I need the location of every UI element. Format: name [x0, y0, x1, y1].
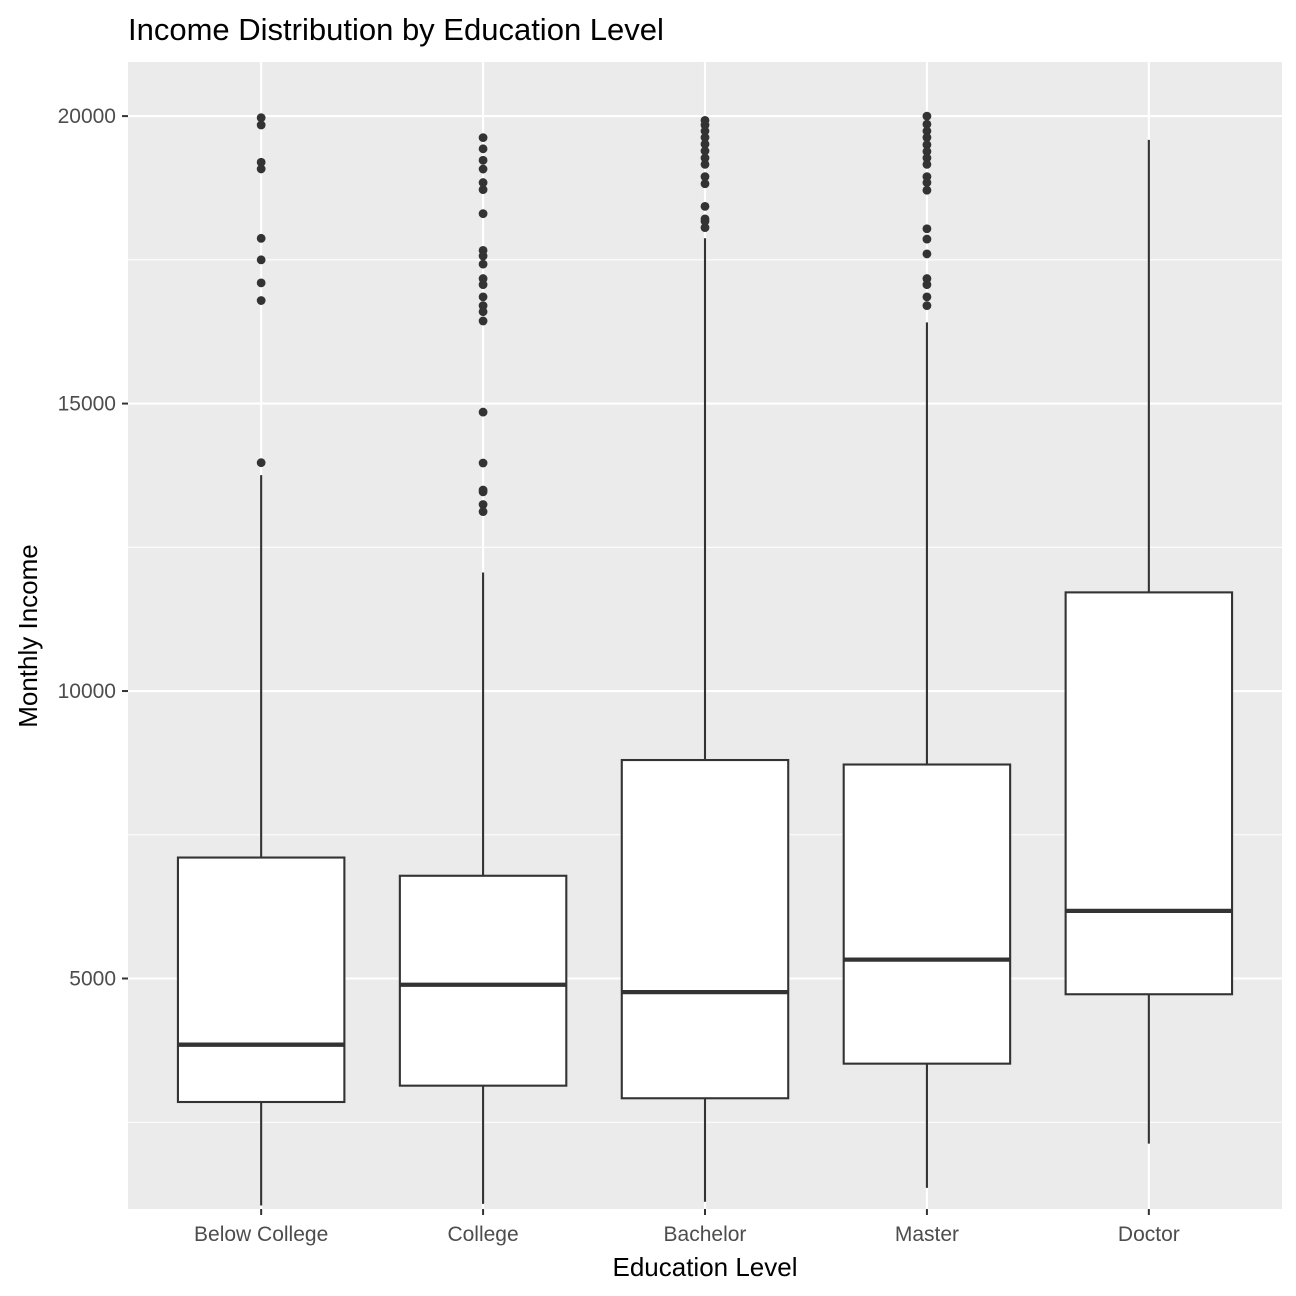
outlier-point: [256, 278, 266, 288]
x-tick-label: Bachelor: [664, 1223, 747, 1246]
outlier-point: [478, 500, 488, 509]
y-tick-label: 15000: [58, 393, 116, 416]
x-axis-title: Education Level: [612, 1252, 797, 1282]
outlier-point: [478, 274, 488, 283]
outlier-point: [256, 164, 266, 174]
outlier-point: [922, 147, 932, 156]
outlier-point: [700, 139, 710, 149]
outlier-point: [922, 185, 932, 195]
outlier-point: [922, 280, 932, 290]
outlier-point: [478, 259, 488, 269]
outlier-point: [922, 292, 932, 302]
outlier-point: [256, 255, 266, 265]
outlier-point: [478, 164, 488, 174]
outlier-point: [700, 223, 710, 232]
boxplot-bachelor: [620, 115, 790, 1202]
outlier-point: [478, 280, 488, 290]
x-tick-label: Doctor: [1118, 1223, 1180, 1246]
outlier-point: [922, 249, 932, 259]
iqr-box: [176, 856, 346, 1104]
outlier-point: [700, 120, 710, 130]
outlier-point: [478, 507, 488, 517]
outlier-point: [256, 458, 266, 468]
outlier-point: [922, 234, 932, 244]
boxplot-master: [842, 111, 1012, 1188]
iqr-box: [1064, 591, 1234, 996]
outlier-point: [478, 144, 488, 154]
outlier-point: [478, 407, 488, 417]
outlier-point: [922, 119, 932, 129]
outlier-point: [922, 159, 932, 169]
outlier-point: [922, 153, 932, 163]
outlier-point: [478, 209, 488, 219]
x-tick-label: College: [447, 1223, 518, 1246]
outlier-point: [700, 133, 710, 142]
y-tick-label: 5000: [69, 968, 116, 991]
outlier-point: [478, 487, 488, 497]
outlier-point: [478, 185, 488, 194]
iqr-box: [620, 758, 790, 1100]
outlier-point: [256, 296, 266, 305]
outlier-point: [256, 120, 266, 130]
outlier-point: [922, 224, 932, 234]
outlier-point: [700, 216, 710, 226]
outlier-point: [478, 307, 488, 317]
outlier-point: [700, 172, 710, 182]
outlier-point: [478, 178, 488, 187]
outlier-point: [700, 201, 710, 211]
boxplot-below-college: [176, 113, 346, 1206]
chart-title: Income Distribution by Education Level: [128, 12, 664, 47]
outlier-point: [478, 292, 488, 302]
outlier-point: [478, 458, 488, 468]
outlier-point: [478, 133, 488, 143]
outlier-point: [922, 140, 932, 150]
iqr-box: [842, 763, 1012, 1065]
y-tick-label: 20000: [58, 105, 116, 128]
outlier-point: [700, 179, 710, 189]
outlier-point: [256, 157, 266, 167]
x-tick-label: Master: [895, 1223, 959, 1246]
boxplots: [176, 111, 1234, 1206]
y-axis-ticks: 5000 10000 15000 20000: [58, 105, 128, 991]
outlier-point: [256, 113, 266, 123]
outlier-point: [700, 126, 710, 136]
outlier-point: [700, 153, 710, 163]
iqr-box: [398, 874, 568, 1087]
outlier-point: [922, 126, 932, 136]
outlier-point: [922, 133, 932, 142]
outlier-point: [700, 146, 710, 156]
outlier-point: [256, 233, 266, 243]
outlier-point: [700, 159, 710, 169]
outlier-point: [922, 178, 932, 187]
outlier-point: [922, 301, 932, 311]
outlier-point: [922, 274, 932, 283]
outlier-point: [478, 301, 488, 311]
x-axis-ticks: Below College College Bachelor Master Doctor: [194, 1209, 1180, 1246]
outlier-point: [478, 316, 488, 326]
y-tick-label: 10000: [58, 680, 116, 703]
y-axis-title: Monthly Income: [13, 544, 43, 728]
outlier-point: [478, 155, 488, 165]
x-tick-label: Below College: [194, 1223, 328, 1246]
boxplot-college: [398, 133, 568, 1204]
outlier-point: [478, 251, 488, 261]
boxplot-doctor: [1064, 139, 1234, 1144]
outlier-point: [922, 111, 932, 121]
